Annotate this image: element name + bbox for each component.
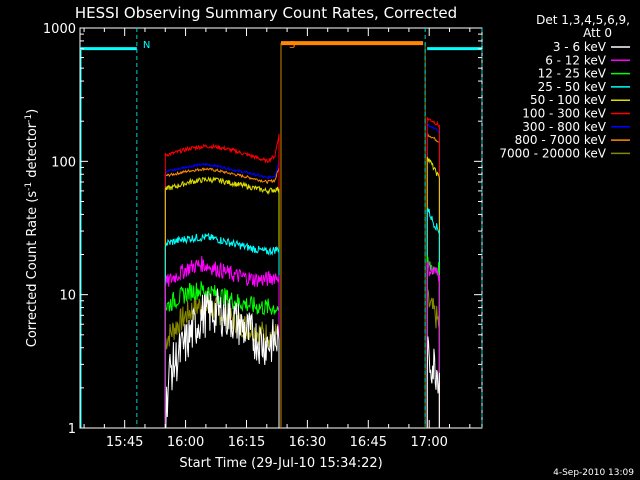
series-line: [426, 132, 440, 428]
y-tick-label: 100: [51, 155, 76, 170]
legend-entry-label: 800 - 7000 keV: [515, 133, 607, 147]
x-tick-label: 16:45: [350, 435, 387, 450]
legend-header-line2: Att 0: [583, 26, 612, 40]
legend-entry-label: 7000 - 20000 keV: [499, 146, 606, 160]
chart-title: HESSI Observing Summary Count Rates, Cor…: [75, 4, 457, 22]
series-line: [426, 261, 440, 428]
series-line: [164, 167, 280, 428]
series-line: [164, 232, 280, 428]
series-line: [426, 117, 440, 428]
y-axis-label: Corrected Count Rate (s-1 detector-1): [24, 109, 40, 347]
series-line: [164, 281, 280, 428]
x-tick-label: 17:00: [410, 435, 447, 450]
series-line: [164, 293, 280, 428]
x-tick-label: 16:00: [167, 435, 204, 450]
legend-entry-label: 50 - 100 keV: [530, 93, 607, 107]
series-line: [426, 156, 440, 428]
y-tick-label: 1000: [43, 22, 76, 37]
series-line: [164, 134, 280, 428]
legend-entry-label: 12 - 25 keV: [538, 67, 607, 81]
legend-entry-label: 25 - 50 keV: [538, 80, 607, 94]
annotation-label: S: [289, 40, 295, 51]
y-tick-label: 1: [68, 422, 76, 437]
series-line: [426, 336, 440, 428]
legend-entry-label: 100 - 300 keV: [522, 107, 606, 121]
annotation-label: N: [143, 40, 150, 51]
legend-header-line1: Det 1,3,4,5,6,9,: [536, 13, 630, 27]
x-tick-label: 16:15: [228, 435, 265, 450]
y-tick-label: 10: [59, 289, 76, 304]
x-tick-label: 16:30: [289, 435, 326, 450]
x-axis-label: Start Time (29-Jul-10 15:34:22): [179, 456, 382, 471]
x-tick-label: 15:45: [106, 435, 143, 450]
series-line: [164, 255, 280, 428]
legend-entry-label: 3 - 6 keV: [553, 40, 607, 54]
series-line: [164, 161, 280, 428]
date-stamp: 4-Sep-2010 13:09: [553, 468, 634, 478]
series-line: [426, 207, 440, 428]
legend-entry-label: 6 - 12 keV: [545, 53, 607, 67]
series-line: [426, 123, 440, 428]
legend-entry-label: 300 - 800 keV: [522, 120, 606, 134]
series-line: [164, 176, 280, 428]
series-line: [164, 288, 280, 428]
series-line: [426, 289, 440, 428]
